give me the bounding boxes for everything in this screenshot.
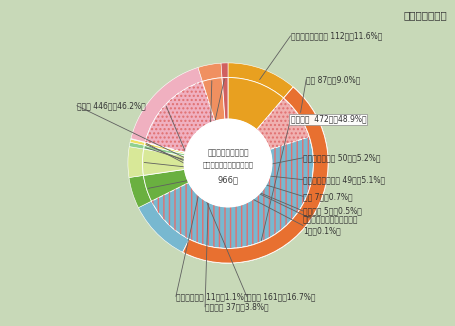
Wedge shape bbox=[143, 169, 188, 201]
Wedge shape bbox=[129, 142, 144, 149]
Wedge shape bbox=[145, 82, 214, 152]
Wedge shape bbox=[222, 78, 228, 119]
Wedge shape bbox=[129, 175, 151, 208]
Wedge shape bbox=[221, 63, 228, 78]
Text: その他 161人（16.7%）: その他 161人（16.7%） bbox=[246, 292, 314, 301]
Wedge shape bbox=[130, 139, 145, 145]
Text: 病気・身体不自由 112人（11.6%）: 病気・身体不自由 112人（11.6%） bbox=[290, 31, 381, 40]
Wedge shape bbox=[144, 142, 185, 154]
Text: 狼狽して 5人（0.5%）: 狼狽して 5人（0.5%） bbox=[303, 206, 361, 215]
Wedge shape bbox=[283, 87, 323, 137]
Wedge shape bbox=[145, 142, 185, 153]
Text: 逃げ遅れ  472人（48.9%）: 逃げ遅れ 472人（48.9%） bbox=[290, 115, 365, 124]
Wedge shape bbox=[131, 67, 202, 142]
Wedge shape bbox=[182, 87, 328, 263]
Wedge shape bbox=[197, 63, 222, 82]
Text: 熱睡 87人（9.0%）: 熱睡 87人（9.0%） bbox=[305, 75, 360, 84]
Text: （令和３年中）: （令和３年中） bbox=[402, 10, 446, 20]
Wedge shape bbox=[182, 87, 328, 263]
Circle shape bbox=[184, 119, 271, 207]
Wedge shape bbox=[202, 78, 224, 121]
Text: 泥酔 7人（0.7%）: 泥酔 7人（0.7%） bbox=[303, 192, 352, 201]
Text: 持出品・服装に気をとられ
1人（0.1%）: 持出品・服装に気をとられ 1人（0.1%） bbox=[303, 216, 358, 235]
Text: その他 446人（46.2%）: その他 446人（46.2%） bbox=[76, 101, 145, 110]
Text: 出火後再進入 11人（1.1%）: 出火後再進入 11人（1.1%） bbox=[176, 292, 248, 301]
Wedge shape bbox=[228, 63, 293, 98]
Wedge shape bbox=[228, 78, 283, 130]
Wedge shape bbox=[127, 147, 143, 178]
Text: 消火しようとして 49人（5.1%）: 消火しようとして 49人（5.1%） bbox=[303, 175, 384, 184]
Text: （放火自殺者等を除く。）: （放火自殺者等を除く。） bbox=[202, 162, 253, 169]
Text: 966人: 966人 bbox=[217, 175, 238, 184]
Wedge shape bbox=[131, 139, 145, 142]
Wedge shape bbox=[151, 137, 313, 248]
Text: 住宅火災による死者: 住宅火災による死者 bbox=[207, 148, 248, 157]
Text: 延焼拡大が早く 50人（5.2%）: 延焼拡大が早く 50人（5.2%） bbox=[303, 153, 380, 162]
Wedge shape bbox=[142, 149, 184, 175]
Text: 着衣着火 37人（3.8%）: 着衣着火 37人（3.8%） bbox=[205, 303, 268, 311]
Wedge shape bbox=[143, 145, 185, 156]
Wedge shape bbox=[138, 132, 328, 263]
Wedge shape bbox=[256, 98, 309, 150]
